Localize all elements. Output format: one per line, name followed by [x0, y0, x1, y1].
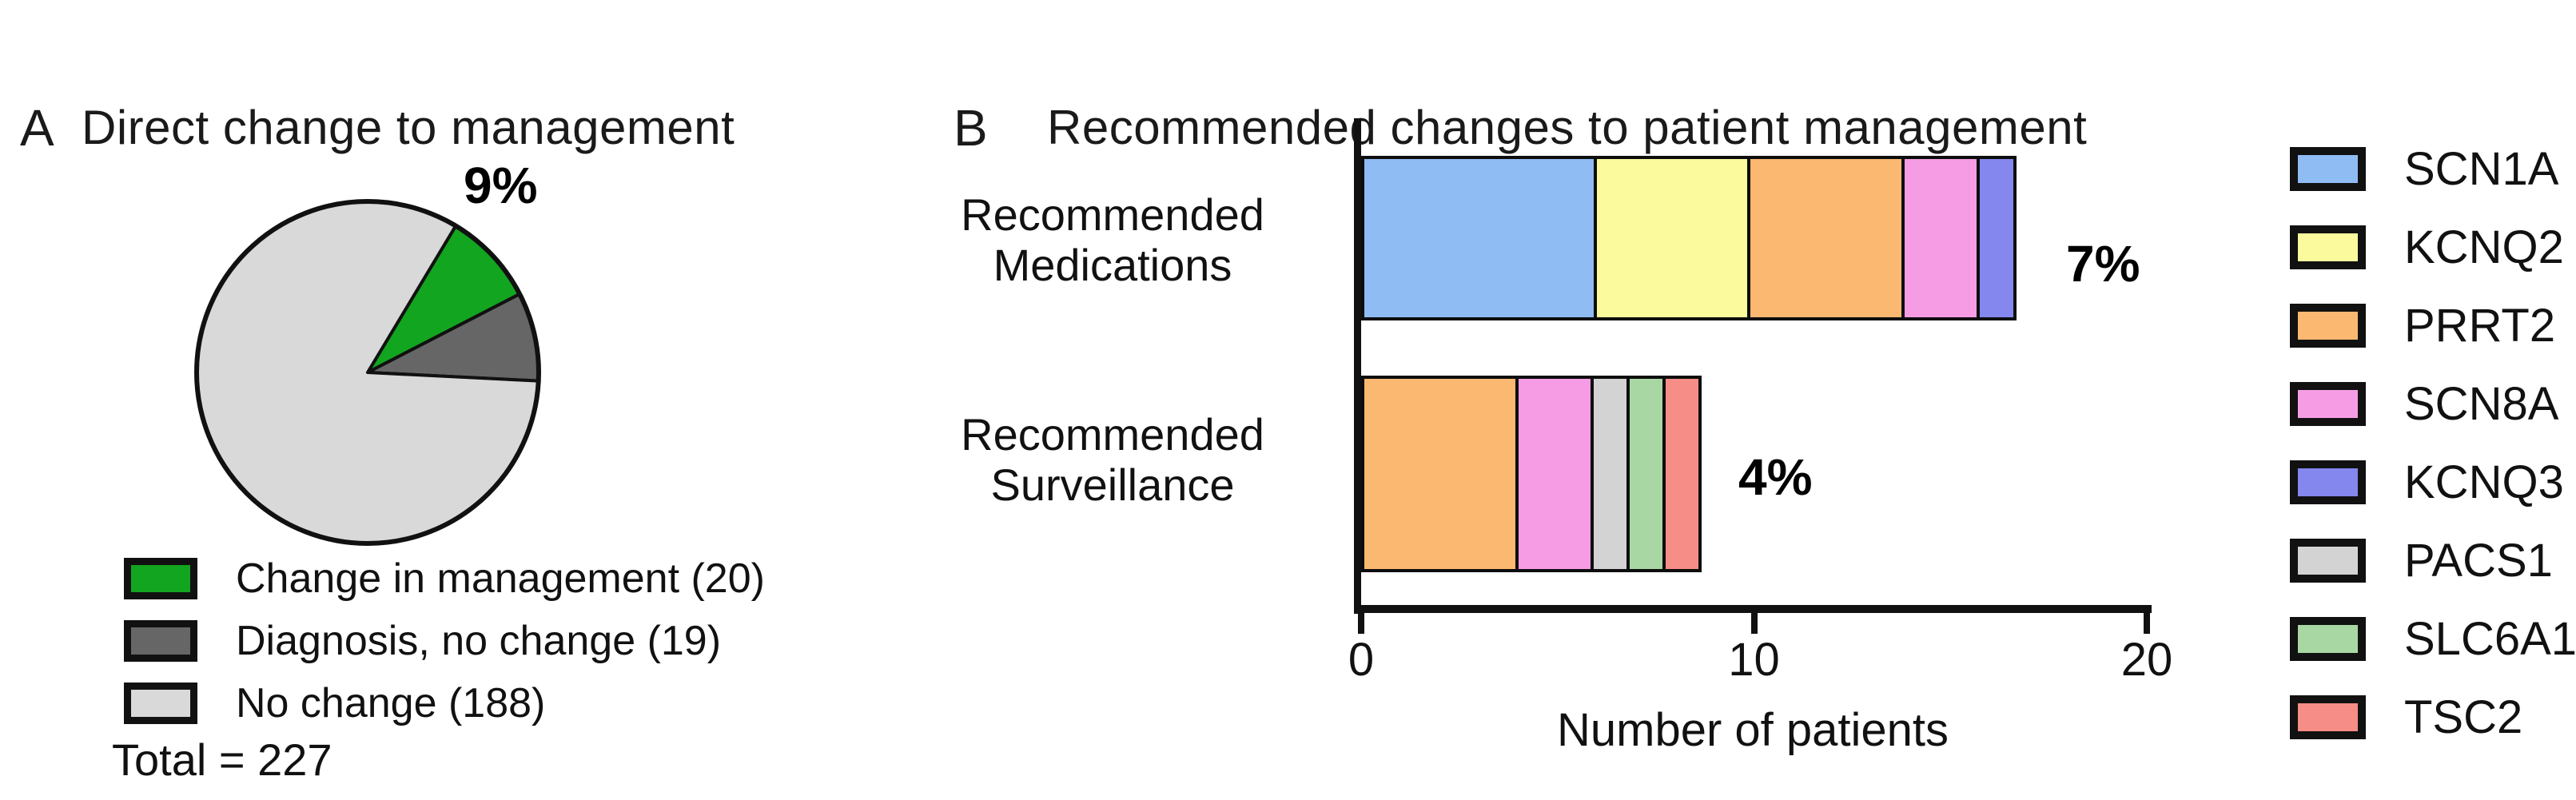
gene-legend-swatch-slc6a1	[2290, 617, 2366, 661]
pie-svg	[194, 199, 541, 546]
bar-surveillance-percentage: 4%	[1738, 448, 1813, 506]
gene-legend-item-scn8a: SCN8A	[2290, 377, 2576, 431]
gene-legend: SCN1A KCNQ2 PRRT2 SCN8A KCNQ3 PACS1 SLC6A1 TSC2	[2290, 142, 2576, 769]
gene-legend-swatch-kcnq3	[2290, 460, 2366, 504]
bar-label-medications: Recommended Medications	[961, 189, 1264, 290]
x-tick-20	[2144, 613, 2150, 634]
panel-a-title: Direct change to management	[82, 101, 735, 154]
gene-legend-label: SLC6A1	[2404, 613, 2576, 665]
gene-legend-label: PRRT2	[2404, 300, 2556, 352]
x-tick-label-0: 0	[1348, 634, 1375, 686]
pie-legend-label: Diagnosis, no change (19)	[236, 618, 722, 664]
bar-segment-recommended-medications-kcnq2	[1593, 156, 1751, 320]
x-tick-label-10: 10	[1728, 634, 1780, 686]
pie-legend-swatch-change-in-management-20	[124, 558, 197, 599]
pie-legend-swatch-diagnosis-no-change-19	[124, 620, 197, 662]
bar-medications	[1361, 156, 2147, 320]
gene-legend-swatch-pacs1	[2290, 539, 2366, 583]
gene-legend-swatch-prrt2	[2290, 304, 2366, 348]
pie-legend-label: Change in management (20)	[236, 555, 765, 602]
x-tick-0	[1358, 613, 1364, 634]
pie-legend-label: No change (188)	[236, 680, 546, 726]
bar-segment-recommended-medications-scn1a	[1361, 156, 1597, 320]
gene-legend-label: TSC2	[2404, 691, 2523, 743]
pie-total-label: Total = 227	[112, 734, 332, 785]
bar-medications-percentage: 7%	[2066, 235, 2140, 293]
gene-legend-swatch-kcnq2	[2290, 225, 2366, 269]
pie-legend-item-change-in-management-20: Change in management (20)	[124, 555, 765, 603]
panel-a-letter: A	[20, 99, 54, 157]
pie-percentage-label: 9%	[464, 157, 538, 214]
bar-segment-recommended-surveillance-prrt2	[1361, 376, 1519, 572]
x-axis-line	[1354, 605, 2152, 613]
y-axis-line	[1354, 118, 1361, 614]
bar-segment-recommended-surveillance-tsc2	[1662, 376, 1702, 572]
panel-b-title: Recommended changes to patient managemen…	[1047, 101, 2088, 154]
bar-segment-recommended-medications-kcnq3	[1977, 156, 2017, 320]
gene-legend-swatch-scn8a	[2290, 382, 2366, 426]
bar-surveillance	[1361, 376, 2147, 572]
gene-legend-item-tsc2: TSC2	[2290, 691, 2576, 744]
pie-legend-item-diagnosis-no-change-19: Diagnosis, no change (19)	[124, 617, 765, 665]
gene-legend-item-pacs1: PACS1	[2290, 534, 2576, 587]
gene-legend-item-kcnq2: KCNQ2	[2290, 221, 2576, 274]
gene-legend-item-slc6a1: SLC6A1	[2290, 612, 2576, 666]
gene-legend-label: PACS1	[2404, 535, 2553, 587]
bar-label-surveillance: Recommended Surveillance	[961, 409, 1264, 510]
panel-b-letter: B	[954, 99, 988, 157]
gene-legend-label: KCNQ2	[2404, 221, 2564, 273]
bar-segment-recommended-surveillance-slc6a1	[1626, 376, 1666, 572]
x-axis-title: Number of patients	[1556, 704, 1949, 756]
gene-legend-label: SCN8A	[2404, 378, 2559, 430]
pie-legend-swatch-no-change-188	[124, 683, 197, 724]
pie-outline	[194, 199, 541, 546]
pie-legend: Change in management (20) Diagnosis, no c…	[124, 555, 765, 742]
x-tick-10	[1750, 613, 1758, 634]
x-tick-label-20: 20	[2120, 634, 2173, 686]
pie-legend-item-no-change-188: No change (188)	[124, 679, 765, 727]
gene-legend-item-kcnq3: KCNQ3	[2290, 456, 2576, 509]
gene-legend-swatch-tsc2	[2290, 695, 2366, 739]
bar-segment-recommended-surveillance-pacs1	[1590, 376, 1630, 572]
bar-segment-recommended-surveillance-scn8a	[1515, 376, 1594, 572]
bar-segment-recommended-medications-prrt2	[1747, 156, 1905, 320]
gene-legend-item-prrt2: PRRT2	[2290, 299, 2576, 352]
gene-legend-label: SCN1A	[2404, 143, 2559, 195]
gene-legend-item-scn1a: SCN1A	[2290, 142, 2576, 196]
gene-legend-swatch-scn1a	[2290, 147, 2366, 191]
bar-segment-recommended-medications-scn8a	[1901, 156, 1981, 320]
gene-legend-label: KCNQ3	[2404, 456, 2564, 508]
pie-chart	[190, 195, 545, 550]
